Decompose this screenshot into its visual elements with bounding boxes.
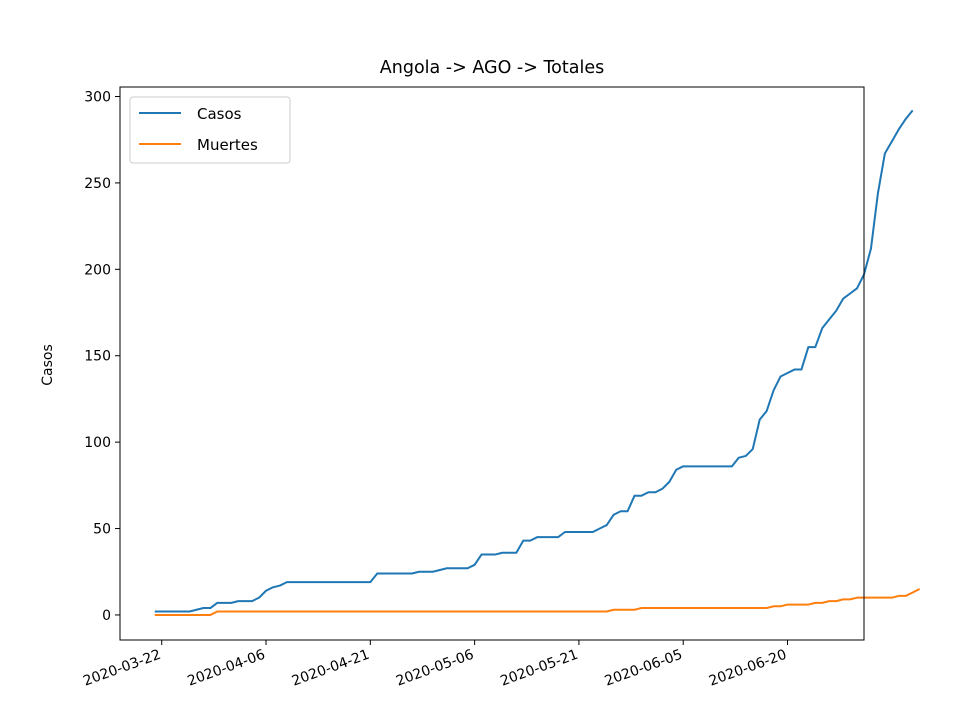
y-tick-label: 100 — [84, 435, 111, 451]
x-tick-label: 2020-06-20 — [707, 647, 789, 690]
y-tick-label: 250 — [84, 176, 111, 192]
y-tick-label: 300 — [84, 90, 111, 106]
legend: Casos Muertes — [129, 96, 291, 164]
x-tick-label: 2020-05-06 — [394, 647, 476, 690]
y-tick-label: 0 — [102, 608, 111, 624]
series-line-casos — [154, 109, 914, 613]
legend-label-muertes: Muertes — [197, 136, 258, 154]
y-tick-label: 200 — [84, 262, 111, 278]
series-layer — [154, 109, 921, 616]
y-tick-label: 150 — [84, 349, 111, 365]
x-tick-label: 2020-05-21 — [498, 647, 580, 690]
y-tick-label: 50 — [93, 522, 111, 538]
chart-title: Angola -> AGO -> Totales — [380, 58, 604, 78]
series-line-muertes — [154, 588, 921, 616]
x-tick-label: 2020-06-05 — [603, 647, 685, 690]
y-axis: 0 50 100 150 200 250 300 — [84, 90, 120, 624]
y-axis-label: Casos — [40, 344, 56, 386]
x-tick-label: 2020-04-21 — [290, 647, 372, 690]
x-tick-label: 2020-03-22 — [81, 647, 163, 690]
x-tick-label: 2020-04-06 — [185, 647, 267, 690]
plot-frame — [119, 86, 865, 641]
x-axis: 2020-03-22 2020-04-06 2020-04-21 2020-05-06… — [81, 640, 789, 690]
legend-label-casos: Casos — [197, 105, 242, 123]
